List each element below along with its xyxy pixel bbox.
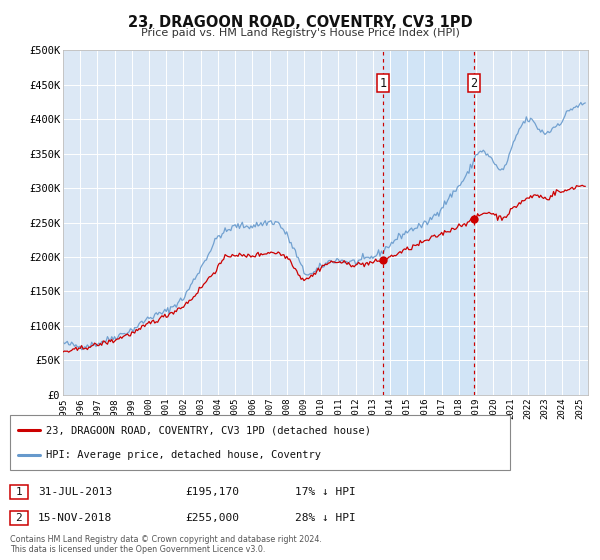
Text: 2: 2 xyxy=(16,513,22,523)
Text: 28% ↓ HPI: 28% ↓ HPI xyxy=(295,513,356,523)
Text: 15-NOV-2018: 15-NOV-2018 xyxy=(38,513,112,523)
Text: Price paid vs. HM Land Registry's House Price Index (HPI): Price paid vs. HM Land Registry's House … xyxy=(140,28,460,38)
Text: 23, DRAGOON ROAD, COVENTRY, CV3 1PD: 23, DRAGOON ROAD, COVENTRY, CV3 1PD xyxy=(128,15,472,30)
Text: Contains HM Land Registry data © Crown copyright and database right 2024.
This d: Contains HM Land Registry data © Crown c… xyxy=(10,535,322,554)
Text: £195,170: £195,170 xyxy=(185,487,239,497)
Bar xyxy=(10,416,510,470)
Bar xyxy=(10,511,28,525)
Text: £255,000: £255,000 xyxy=(185,513,239,523)
Bar xyxy=(383,50,474,395)
Bar xyxy=(10,485,28,499)
Text: 2: 2 xyxy=(470,77,478,90)
Text: 23, DRAGOON ROAD, COVENTRY, CV3 1PD (detached house): 23, DRAGOON ROAD, COVENTRY, CV3 1PD (det… xyxy=(46,425,371,435)
Text: HPI: Average price, detached house, Coventry: HPI: Average price, detached house, Cove… xyxy=(46,450,321,460)
Text: 17% ↓ HPI: 17% ↓ HPI xyxy=(295,487,356,497)
Text: 1: 1 xyxy=(379,77,386,90)
Text: 1: 1 xyxy=(16,487,22,497)
Text: 31-JUL-2013: 31-JUL-2013 xyxy=(38,487,112,497)
